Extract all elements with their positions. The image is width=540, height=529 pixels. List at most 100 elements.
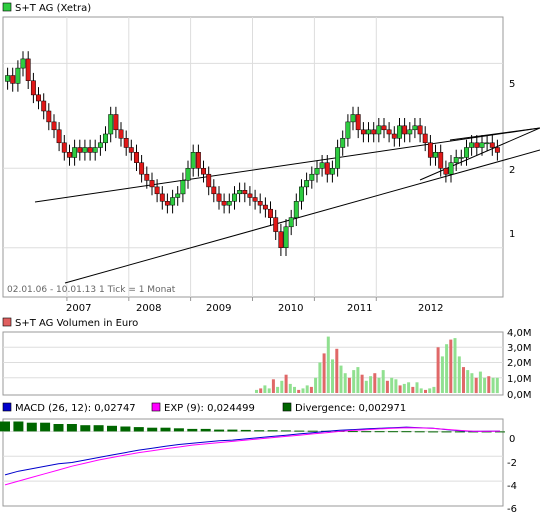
volume-bar <box>453 338 457 393</box>
candle-body <box>61 142 67 153</box>
volume-bar <box>445 344 449 393</box>
candle-body <box>304 180 310 188</box>
volume-bar <box>440 356 444 393</box>
candle-body <box>479 142 485 148</box>
macd-tick-0: 0 <box>509 434 515 445</box>
divergence-bar <box>227 429 238 432</box>
volume-tick-0: 0,0M <box>507 390 532 401</box>
divergence-bar <box>0 421 10 432</box>
candle-body <box>221 201 227 206</box>
volume-bar <box>263 385 267 393</box>
divergence-bar <box>347 431 358 433</box>
candle-body <box>82 147 88 153</box>
volume-bar <box>415 382 419 393</box>
volume-bar <box>466 370 470 393</box>
price-legend-swatch <box>2 2 12 12</box>
candle-body <box>103 133 108 144</box>
candle-body <box>108 114 114 135</box>
candle-body <box>20 58 26 69</box>
price-tick-2: 2 <box>509 165 515 176</box>
volume-bar <box>255 389 258 393</box>
candle-body <box>443 168 449 175</box>
volume-bar <box>356 367 360 393</box>
candle-body <box>67 152 72 158</box>
trendline-3 <box>449 127 540 141</box>
candle-body <box>469 142 475 148</box>
price-info-text: 02.01.06 - 10.01.13 1 Tick = 1 Monat <box>7 285 176 295</box>
candle-body <box>489 142 495 148</box>
divergence-bar <box>428 431 439 433</box>
volume-tick-3: 3,0M <box>507 343 532 354</box>
divergence-bar <box>361 431 372 433</box>
volume-bar <box>347 377 351 394</box>
divergence-bar <box>120 426 131 432</box>
candle-body <box>154 186 160 195</box>
volume-bar <box>343 373 347 393</box>
volume-bar <box>398 385 402 393</box>
volume-bar <box>428 388 432 393</box>
divergence-bar <box>454 431 465 433</box>
macd-tick-minus4: -4 <box>507 481 517 492</box>
volume-bar <box>360 374 364 393</box>
candle-body <box>458 157 464 159</box>
volume-bar <box>483 377 487 394</box>
candle-body <box>314 168 320 175</box>
candle-body <box>139 162 145 175</box>
candle-body <box>366 129 371 135</box>
divergence-bar <box>133 427 144 432</box>
candles-group <box>5 51 500 256</box>
divergence-bar <box>13 421 24 432</box>
divergence-bar <box>481 431 492 433</box>
candle-body <box>355 114 361 131</box>
volume-bar <box>491 377 495 394</box>
volume-bar <box>288 383 292 393</box>
candle-body <box>319 162 325 169</box>
candle-body <box>149 180 155 188</box>
candle-body <box>252 197 258 202</box>
candle-body <box>5 75 11 82</box>
candle-body <box>10 75 16 84</box>
candle-body <box>247 193 253 198</box>
volume-bar <box>364 380 368 393</box>
divergence-bar <box>147 427 158 432</box>
volume-tick-4: 4,0M <box>507 328 532 339</box>
volume-bar <box>377 377 381 394</box>
volume-bar <box>419 388 423 393</box>
candle-body <box>51 121 57 131</box>
candle-body <box>427 142 433 158</box>
volume-bar <box>487 376 491 393</box>
candle-body <box>232 193 237 202</box>
candle-body <box>329 168 335 175</box>
divergence-bar <box>66 424 77 432</box>
divergence-legend-label: Divergence: 0,002971 <box>295 403 406 414</box>
volume-bar <box>424 389 427 393</box>
candle-body <box>257 201 263 206</box>
candle-body <box>412 125 418 131</box>
candle-body <box>273 217 279 232</box>
divergence-bars-group <box>0 421 505 433</box>
volume-bar <box>369 376 373 393</box>
volume-bar <box>394 379 398 393</box>
candle-body <box>242 190 248 195</box>
volume-bar <box>474 377 478 394</box>
candle-body <box>134 152 139 163</box>
year-label-2009: 2009 <box>206 303 231 314</box>
volume-bar <box>457 356 461 393</box>
candle-body <box>386 129 392 135</box>
candle-body <box>283 226 289 248</box>
volume-bar <box>373 373 377 393</box>
trendline-0 <box>34 127 540 203</box>
candle-body <box>144 173 150 181</box>
volume-legend-swatch <box>2 317 12 327</box>
candle-body <box>417 125 423 135</box>
divergence-bar <box>173 428 184 432</box>
year-label-2007: 2007 <box>66 303 91 314</box>
trendline-1 <box>64 149 540 284</box>
year-label-2010: 2010 <box>278 303 303 314</box>
candle-body <box>376 125 382 135</box>
candle-body <box>190 152 196 169</box>
exp-line <box>4 427 501 486</box>
candle-body <box>433 152 438 158</box>
divergence-bar <box>414 431 425 433</box>
